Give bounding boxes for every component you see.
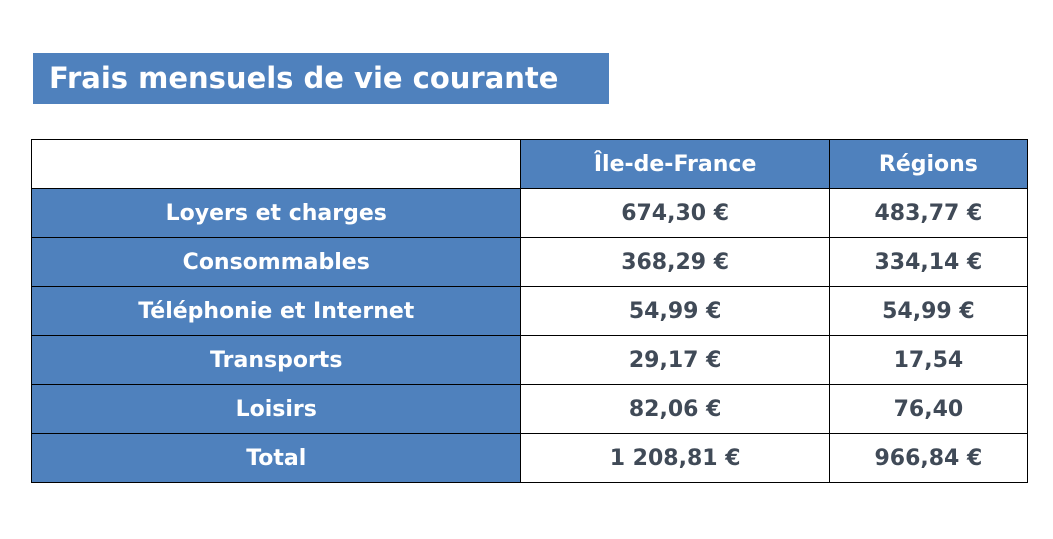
table-header-row: Île-de-France Régions <box>30 139 1029 189</box>
value-regions: 334,14 € <box>828 237 1029 287</box>
table-row: Transports 29,17 € 17,54 <box>30 335 1029 385</box>
value-ile-de-france: 674,30 € <box>520 188 830 238</box>
table-row-total: Total 1 208,81 € 966,84 € <box>30 433 1029 483</box>
value-ile-de-france: 54,99 € <box>520 286 830 336</box>
row-label: Total <box>30 433 522 483</box>
header-regions: Régions <box>828 139 1029 189</box>
value-regions: 76,40 <box>828 384 1029 434</box>
value-regions: 54,99 € <box>828 286 1029 336</box>
cost-table: Île-de-France Régions Loyers et charges … <box>30 139 1029 483</box>
table-row: Téléphonie et Internet 54,99 € 54,99 € <box>30 286 1029 336</box>
page-title: Frais mensuels de vie courante <box>33 53 609 104</box>
table-row: Loisirs 82,06 € 76,40 <box>30 384 1029 434</box>
table-row: Loyers et charges 674,30 € 483,77 € <box>30 188 1029 238</box>
value-regions: 17,54 <box>828 335 1029 385</box>
value-regions: 483,77 € <box>828 188 1029 238</box>
value-ile-de-france: 82,06 € <box>520 384 830 434</box>
value-regions: 966,84 € <box>828 433 1029 483</box>
row-label: Téléphonie et Internet <box>30 286 522 336</box>
row-label: Loyers et charges <box>30 188 522 238</box>
row-label: Consommables <box>30 237 522 287</box>
row-label: Transports <box>30 335 522 385</box>
value-ile-de-france: 1 208,81 € <box>520 433 830 483</box>
table-row: Consommables 368,29 € 334,14 € <box>30 237 1029 287</box>
row-label: Loisirs <box>30 384 522 434</box>
value-ile-de-france: 368,29 € <box>520 237 830 287</box>
value-ile-de-france: 29,17 € <box>520 335 830 385</box>
header-empty-cell <box>30 139 522 189</box>
header-ile-de-france: Île-de-France <box>520 139 830 189</box>
